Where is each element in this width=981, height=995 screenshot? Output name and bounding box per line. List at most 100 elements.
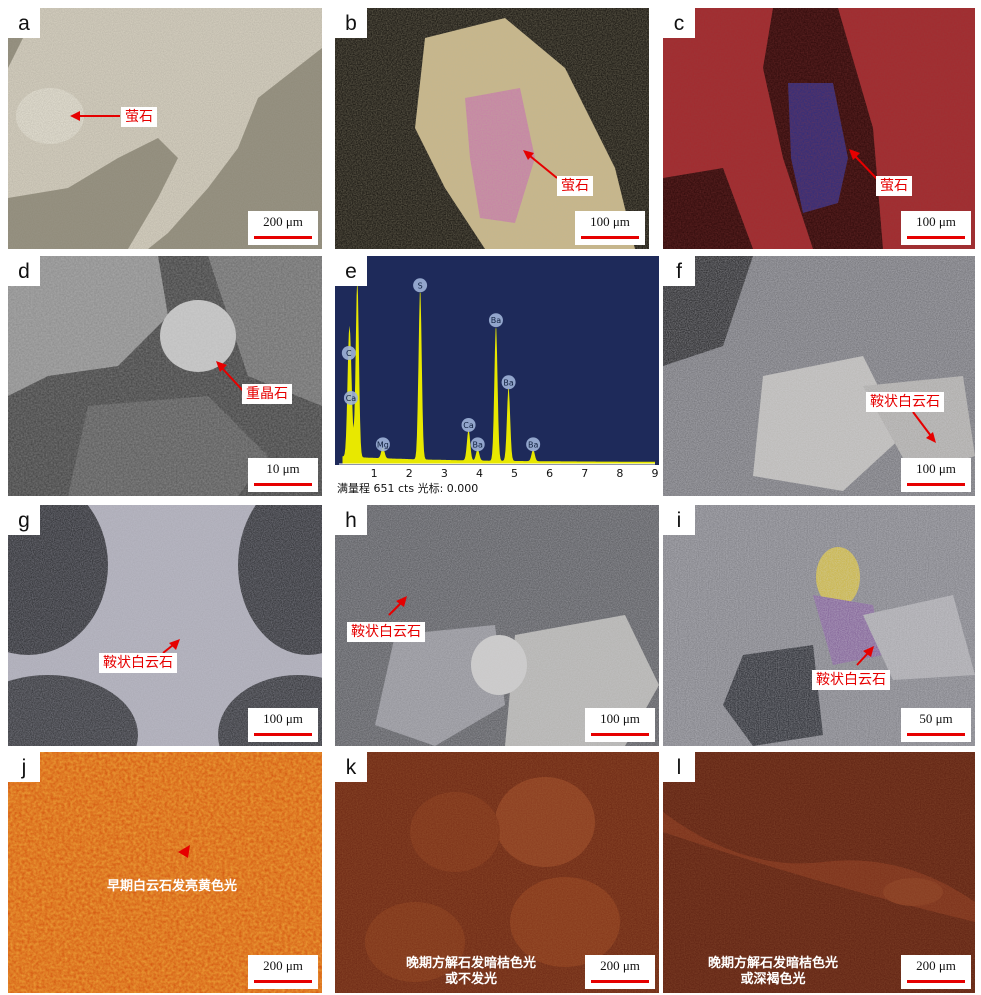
mineral-label-line2: 或深褐色光 (740, 972, 806, 987)
panel-j: j 早期白云石发亮黄色光 200 μm (8, 752, 322, 993)
panel-b: b 萤石 100 μm (335, 8, 649, 249)
scale-bar-text: 200 μm (600, 958, 640, 973)
panel-letter-b: b (335, 8, 367, 38)
panel-a: a 萤石 200 μm (8, 8, 322, 249)
scale-bar: 200 μm (585, 955, 655, 989)
scale-bar: 100 μm (901, 211, 971, 245)
scale-bar: 200 μm (248, 955, 318, 989)
eds-peak-label: Ca (461, 417, 476, 432)
eds-peak-label: Mg (375, 437, 390, 452)
micrograph-j (8, 752, 322, 993)
eds-axis-strip (335, 465, 659, 481)
mineral-label: 鞍状白云石 (866, 392, 944, 412)
svg-text:Ca: Ca (463, 421, 474, 430)
eds-tick-label: 8 (616, 467, 623, 480)
panel-letter-j: j (8, 752, 40, 782)
micrograph-f (663, 256, 975, 496)
scale-bar-text: 100 μm (600, 711, 640, 726)
panel-letter-e: e (335, 256, 367, 286)
panel-k: k 晚期方解石发暗桔色光 或不发光 200 μm (335, 752, 659, 993)
micrograph-k (335, 752, 659, 993)
mineral-label-line1: 晚期方解石发暗桔色光 (405, 956, 536, 971)
panel-e: 123456789CCaOMgSCaBaBaBaBa e 满量程 651 cts… (335, 256, 659, 496)
micrograph-i (663, 505, 975, 746)
panel-letter-a: a (8, 8, 40, 38)
micrograph-a (8, 8, 322, 249)
panel-d: d 重晶石 10 μm (8, 256, 322, 496)
scale-bar-text: 100 μm (590, 214, 630, 229)
scale-bar: 100 μm (248, 708, 318, 742)
svg-text:Ca: Ca (346, 394, 357, 403)
scale-bar-text: 100 μm (916, 461, 956, 476)
eds-tick-label: 7 (581, 467, 588, 480)
eds-spectrum-trace (342, 278, 655, 464)
scale-bar: 100 μm (585, 708, 655, 742)
eds-tick-label: 9 (652, 467, 659, 480)
panel-letter-h: h (335, 505, 367, 535)
micrograph-d (8, 256, 322, 496)
eds-footer: 满量程 651 cts 光标: 0.000 (335, 481, 659, 496)
mineral-label-line1: 晚期方解石发暗桔色光 (707, 956, 838, 971)
micrograph-l (663, 752, 975, 993)
panel-letter-i: i (663, 505, 695, 535)
scale-bar: 100 μm (901, 458, 971, 492)
eds-tick-label: 4 (476, 467, 483, 480)
panel-i: i 鞍状白云石 50 μm (663, 505, 975, 746)
mineral-label: 晚期方解石发暗桔色光 或深褐色光 (669, 955, 877, 989)
scale-bar-text: 200 μm (263, 958, 303, 973)
svg-text:Ba: Ba (472, 440, 482, 449)
mineral-label: 萤石 (557, 176, 593, 196)
scale-bar: 50 μm (901, 708, 971, 742)
mineral-label-line2: 或不发光 (444, 972, 497, 987)
eds-peak-label: Ba (501, 375, 516, 390)
svg-text:Ba: Ba (528, 440, 538, 449)
svg-text:S: S (418, 281, 423, 290)
eds-tick-label: 2 (406, 467, 413, 480)
panel-letter-g: g (8, 505, 40, 535)
mineral-label: 萤石 (876, 176, 912, 196)
eds-tick-label: 6 (546, 467, 553, 480)
svg-text:Ba: Ba (491, 316, 501, 325)
panel-letter-f: f (663, 256, 695, 286)
panel-f: f 鞍状白云石 100 μm (663, 256, 975, 496)
scale-bar: 200 μm (901, 955, 971, 989)
scale-bar-text: 100 μm (916, 214, 956, 229)
scale-bar-text: 100 μm (263, 711, 303, 726)
eds-peak-label: Ca (343, 390, 358, 405)
eds-tick-label: 5 (511, 467, 518, 480)
panel-letter-c: c (663, 8, 695, 38)
svg-text:Mg: Mg (377, 440, 389, 449)
scale-bar: 100 μm (575, 211, 645, 245)
mineral-label: 鞍状白云石 (347, 622, 425, 642)
panel-l: l 晚期方解石发暗桔色光 或深褐色光 200 μm (663, 752, 975, 993)
mineral-label: 鞍状白云石 (812, 670, 890, 690)
eds-tick-label: 3 (441, 467, 448, 480)
mineral-label: 早期白云石发亮黄色光 (106, 879, 237, 894)
panel-h: h 鞍状白云石 100 μm (335, 505, 659, 746)
panel-letter-d: d (8, 256, 40, 286)
panel-g: g 鞍状白云石 100 μm (8, 505, 322, 746)
scale-bar-text: 200 μm (916, 958, 956, 973)
panel-letter-l: l (663, 752, 695, 782)
eds-peak-label: C (341, 346, 356, 360)
mineral-label: 晚期方解石发暗桔色光 或不发光 (367, 955, 575, 989)
mineral-label: 萤石 (121, 107, 157, 127)
eds-tick-label: 1 (371, 467, 378, 480)
scale-bar: 200 μm (248, 211, 318, 245)
mineral-label: 重晶石 (242, 384, 292, 404)
scale-bar-text: 10 μm (266, 461, 300, 476)
panel-c: c 萤石 100 μm (663, 8, 975, 249)
mineral-label: 鞍状白云石 (99, 653, 177, 673)
eds-peak-label: S (413, 278, 428, 293)
svg-text:C: C (346, 349, 352, 358)
panel-letter-k: k (335, 752, 367, 782)
eds-peak-label: Ba (488, 313, 503, 328)
eds-peak-label: Ba (470, 437, 485, 452)
micrograph-c (663, 8, 975, 249)
eds-peak-label: Ba (526, 437, 541, 452)
svg-text:Ba: Ba (503, 378, 513, 387)
scale-bar-text: 200 μm (263, 214, 303, 229)
scale-bar: 10 μm (248, 458, 318, 492)
eds-spectrum: 123456789CCaOMgSCaBaBaBaBa (335, 270, 659, 481)
scale-bar-text: 50 μm (919, 711, 953, 726)
